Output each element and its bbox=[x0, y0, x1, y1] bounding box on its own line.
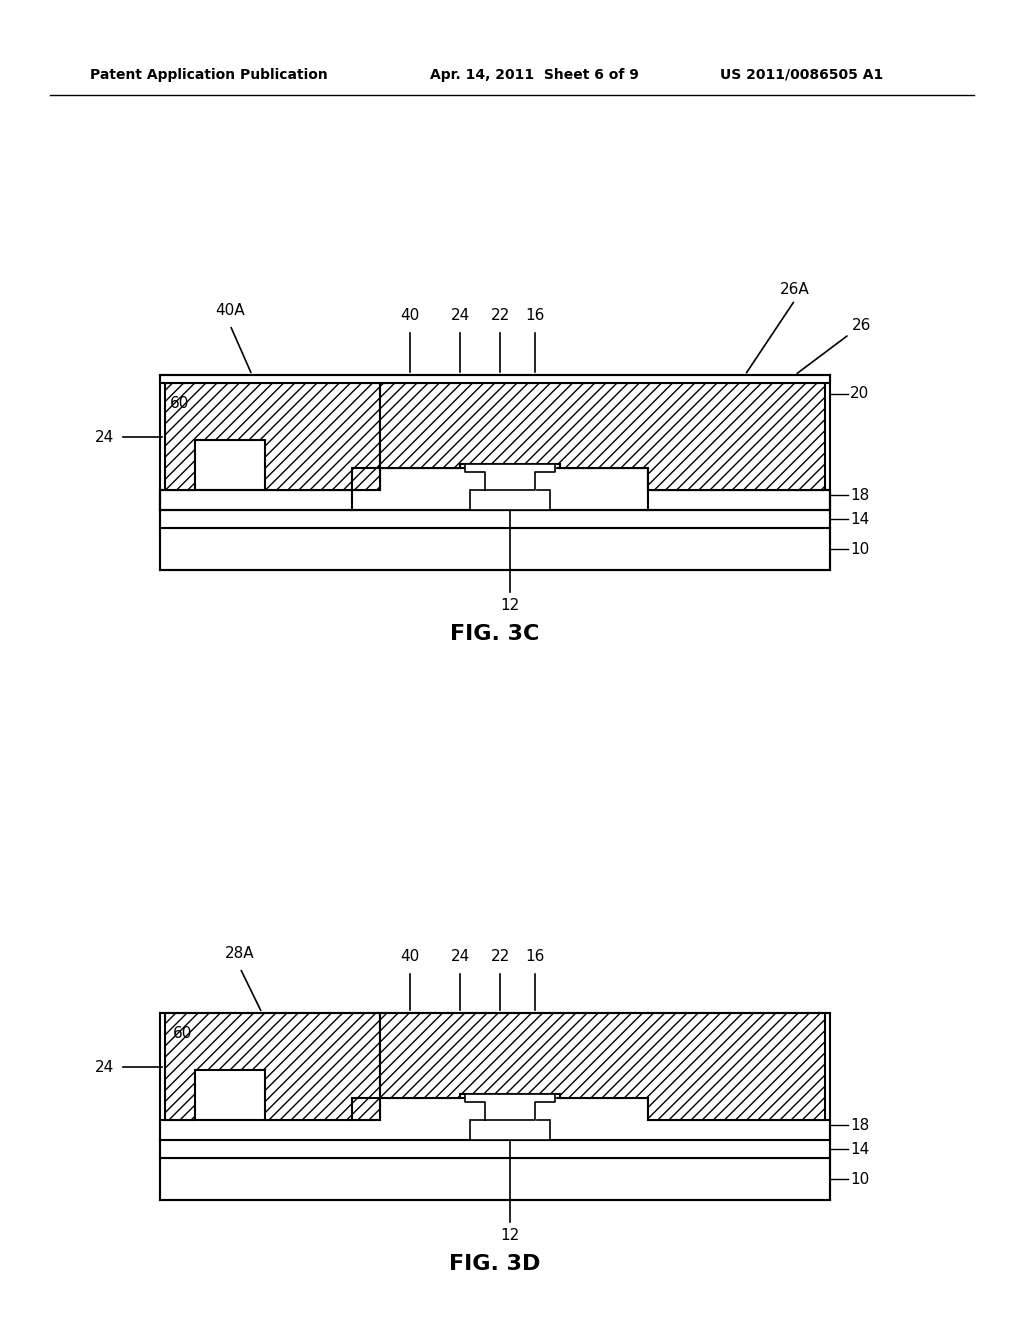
Text: 24: 24 bbox=[451, 949, 470, 964]
Text: 40A: 40A bbox=[215, 304, 245, 318]
Polygon shape bbox=[165, 383, 380, 490]
Text: 40: 40 bbox=[400, 308, 420, 323]
Text: 26: 26 bbox=[798, 318, 871, 374]
Polygon shape bbox=[160, 490, 352, 510]
Polygon shape bbox=[352, 383, 825, 490]
Polygon shape bbox=[160, 1098, 830, 1140]
Bar bbox=[160, 375, 830, 383]
Text: Patent Application Publication: Patent Application Publication bbox=[90, 69, 328, 82]
Polygon shape bbox=[165, 1012, 380, 1119]
Polygon shape bbox=[352, 469, 648, 510]
Text: 60: 60 bbox=[170, 396, 189, 411]
Text: 40: 40 bbox=[400, 949, 420, 964]
Text: 18: 18 bbox=[850, 487, 869, 503]
Bar bbox=[160, 1140, 830, 1158]
Text: 26A: 26A bbox=[780, 282, 810, 297]
Text: US 2011/0086505 A1: US 2011/0086505 A1 bbox=[720, 69, 884, 82]
Text: 28A: 28A bbox=[225, 946, 255, 961]
Bar bbox=[160, 1158, 830, 1200]
Bar bbox=[470, 490, 550, 510]
Polygon shape bbox=[648, 490, 830, 510]
Text: 18: 18 bbox=[850, 1118, 869, 1133]
Bar bbox=[160, 528, 830, 570]
Text: 16: 16 bbox=[525, 308, 545, 323]
Text: 10: 10 bbox=[850, 1172, 869, 1187]
Text: 24: 24 bbox=[95, 1060, 115, 1074]
Text: 22: 22 bbox=[490, 949, 510, 964]
Text: 12: 12 bbox=[501, 1228, 519, 1243]
Text: 10: 10 bbox=[850, 541, 869, 557]
Bar bbox=[160, 510, 830, 528]
Text: 14: 14 bbox=[850, 1142, 869, 1156]
Text: 20: 20 bbox=[850, 387, 869, 401]
Text: FIG. 3D: FIG. 3D bbox=[450, 1254, 541, 1274]
Text: 16: 16 bbox=[525, 949, 545, 964]
Bar bbox=[470, 1119, 550, 1140]
Text: 12: 12 bbox=[501, 598, 519, 612]
Text: 60: 60 bbox=[173, 1026, 193, 1041]
Text: FIG. 3C: FIG. 3C bbox=[451, 624, 540, 644]
Polygon shape bbox=[465, 1094, 555, 1119]
Text: 24: 24 bbox=[95, 429, 115, 445]
Text: 24: 24 bbox=[451, 308, 470, 323]
Text: 22: 22 bbox=[490, 308, 510, 323]
Text: Apr. 14, 2011  Sheet 6 of 9: Apr. 14, 2011 Sheet 6 of 9 bbox=[430, 69, 639, 82]
Text: 14: 14 bbox=[850, 511, 869, 527]
Polygon shape bbox=[465, 465, 555, 490]
Polygon shape bbox=[352, 1012, 825, 1119]
